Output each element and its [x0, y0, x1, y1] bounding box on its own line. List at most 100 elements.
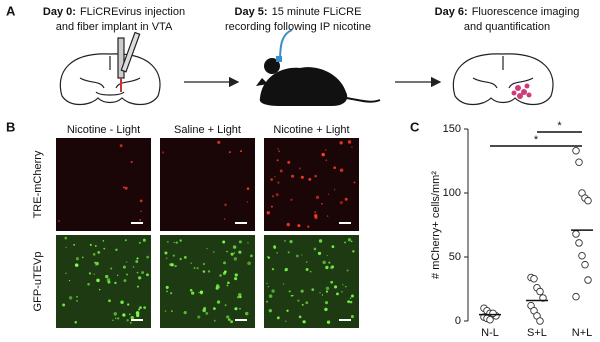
step-text: and fiber implant in VTA [56, 21, 173, 33]
cell-dot [327, 193, 330, 195]
cell-dot [301, 303, 304, 306]
y-tick-label: 150 [443, 123, 461, 135]
cell-dot [339, 141, 343, 145]
cell-dot [288, 290, 291, 293]
step-text: and quantification [464, 21, 550, 33]
cell-dot [130, 315, 134, 320]
cell-dot [276, 159, 279, 162]
cell-dot [267, 256, 270, 259]
cell-dot [279, 169, 283, 173]
cell-dot [301, 254, 303, 256]
cell-dot [282, 283, 285, 285]
cell-dot [189, 288, 193, 292]
cell-dot [311, 288, 315, 291]
cell-dot [139, 199, 143, 203]
cell-dot [346, 269, 349, 272]
cell-dot [325, 286, 330, 291]
cell-dot [223, 218, 226, 220]
step-title: Day 6: Fluorescence imaging [435, 6, 580, 18]
cell-dot [326, 215, 329, 217]
cell-dot [314, 211, 317, 214]
cell-dot [236, 295, 240, 299]
cell-dot [324, 300, 329, 305]
cell-dot [240, 150, 243, 153]
cell-dot [325, 149, 327, 151]
cell-dot [137, 308, 141, 311]
cell-dot [141, 271, 145, 274]
cell-dot [276, 252, 279, 254]
cell-dot [328, 261, 331, 264]
cell-dot [352, 250, 355, 253]
cell-dot [266, 211, 270, 215]
cell-dot [353, 181, 356, 184]
cell-dot [227, 318, 231, 321]
data-point [584, 276, 592, 284]
step-text: 15 minute FLiCRE [272, 6, 362, 18]
cell-dot [232, 245, 237, 249]
brain-slice-illustration [59, 31, 161, 106]
cell-dot [165, 285, 169, 289]
cell-dot [333, 189, 336, 191]
cell-dot [270, 205, 273, 208]
data-point [578, 251, 586, 260]
cell-dot [112, 319, 114, 322]
cell-dot [290, 198, 293, 201]
cell-dot [226, 250, 228, 253]
cell-dot [287, 251, 290, 254]
cell-dot [110, 267, 113, 270]
cell-dot [143, 306, 147, 310]
cell-dot [68, 296, 73, 300]
data-point [575, 158, 583, 167]
cell-dot [222, 240, 226, 244]
cell-dot [322, 260, 326, 265]
cell-dot [350, 315, 354, 319]
data-point [530, 275, 538, 283]
cell-dot [247, 242, 249, 244]
column-label: Nicotine - Light [67, 124, 140, 136]
cell-dot [234, 273, 238, 277]
cell-dot [308, 177, 312, 181]
cell-dot [93, 273, 95, 275]
cell-dot [127, 303, 130, 306]
cell-dot [87, 282, 90, 286]
data-point [486, 315, 494, 324]
cell-dot [68, 279, 71, 282]
cell-dot [126, 319, 129, 322]
cell-dot [215, 286, 219, 290]
cell-dot [224, 304, 227, 307]
cell-dot [344, 197, 348, 201]
cell-dot [330, 280, 334, 284]
cell-dot [277, 148, 279, 150]
cell-dot [96, 278, 100, 283]
cell-dot [190, 262, 192, 264]
cell-dot [174, 264, 177, 268]
cell-dot [132, 266, 135, 268]
cell-dot [213, 307, 216, 310]
cell-dot [286, 309, 289, 312]
cell-dot [223, 270, 227, 274]
step-day: Day 0: [43, 6, 76, 18]
cell-dot [226, 284, 229, 287]
cell-dot [234, 277, 238, 281]
column-label: Saline + Light [174, 124, 241, 136]
cell-dot [230, 320, 234, 324]
cell-dot [307, 225, 310, 228]
cell-dot [74, 263, 79, 267]
cell-dot [333, 166, 337, 170]
cell-dot [64, 236, 68, 240]
cell-dot [139, 306, 142, 309]
cell-dot [336, 292, 339, 296]
cell-dot [246, 201, 249, 203]
cell-dot [247, 261, 251, 266]
cell-dot [319, 292, 321, 294]
cell-dot [342, 284, 344, 286]
cell-dot [135, 311, 140, 315]
cell-dot [271, 195, 275, 198]
cell-dot [331, 245, 335, 249]
cell-dot [202, 263, 205, 265]
panel-letter: C [410, 119, 420, 134]
step-title: Day 5: 15 minute FLiCRE [235, 6, 362, 18]
cell-dot [164, 251, 168, 255]
cell-dot [179, 257, 182, 261]
cell-dot [138, 241, 141, 244]
